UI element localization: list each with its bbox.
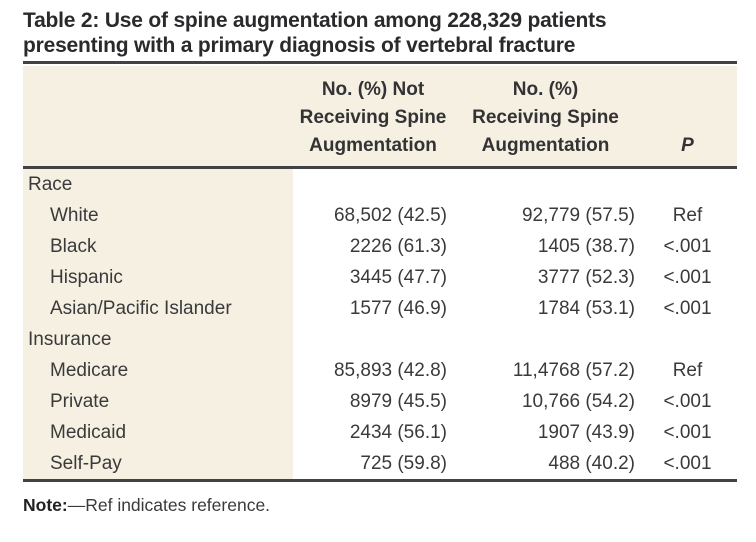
header-not-receiving: No. (%) Not Receiving Spine Augmentation <box>299 79 447 156</box>
table-body: Race White 68,502 (42.5) 92,779 (57.5) R… <box>23 169 737 482</box>
row-label: Private <box>23 386 293 417</box>
cell-receiving: 1405 (38.7) <box>537 235 635 257</box>
footnote-text: —Ref indicates reference. <box>67 495 271 515</box>
cell-not-receiving: 2434 (56.1) <box>349 421 447 443</box>
table-container: Table 2: Use of spine augmentation among… <box>23 0 737 516</box>
cell-receiving: 3777 (52.3) <box>537 266 635 288</box>
cell-p-value: <.001 <box>663 421 712 443</box>
table-row-asian-pacific-islander: Asian/Pacific Islander 1577 (46.9) 1784 … <box>23 293 737 324</box>
header-receiving: No. (%) Receiving Spine Augmentation <box>472 79 619 156</box>
row-label: Self-Pay <box>23 448 293 479</box>
table-row-private: Private 8979 (45.5) 10,766 (54.2) <.001 <box>23 386 737 417</box>
table-row-medicare: Medicare 85,893 (42.8) 11,4768 (57.2) Re… <box>23 355 737 386</box>
cell-p-value: Ref <box>672 204 703 226</box>
cell-p-value: Ref <box>672 359 703 381</box>
cell-p-value: <.001 <box>663 266 712 288</box>
row-label: Asian/Pacific Islander <box>23 293 293 324</box>
table-row-insurance: Insurance <box>23 324 737 355</box>
table-footnote: Note:—Ref indicates reference. <box>23 495 737 516</box>
cell-p-value: <.001 <box>663 452 712 474</box>
cell-not-receiving: 8979 (45.5) <box>349 390 447 412</box>
table-row-white: White 68,502 (42.5) 92,779 (57.5) Ref <box>23 200 737 231</box>
table-title: Table 2: Use of spine augmentation among… <box>23 9 607 57</box>
cell-not-receiving: 68,502 (42.5) <box>333 204 447 226</box>
table-row-race: Race <box>23 169 737 200</box>
cell-not-receiving: 725 (59.8) <box>360 452 447 474</box>
cell-p-value: <.001 <box>663 297 712 319</box>
cell-not-receiving: 1577 (46.9) <box>349 297 447 319</box>
cell-not-receiving: 85,893 (42.8) <box>333 359 447 381</box>
cell-p-value: <.001 <box>663 390 712 412</box>
title-divider <box>23 61 737 64</box>
cell-p-value: <.001 <box>663 235 712 257</box>
cell-receiving: 10,766 (54.2) <box>521 390 635 412</box>
row-label: White <box>23 200 293 231</box>
cell-not-receiving: 3445 (47.7) <box>349 266 447 288</box>
header-p-value: P <box>681 135 694 156</box>
cell-receiving: 488 (40.2) <box>548 452 635 474</box>
cell-receiving: 1784 (53.1) <box>537 297 635 319</box>
row-label: Black <box>23 231 293 262</box>
cell-not-receiving: 2226 (61.3) <box>349 235 447 257</box>
row-label: Hispanic <box>23 262 293 293</box>
cell-receiving: 11,4768 (57.2) <box>512 359 635 381</box>
table-row-self-pay: Self-Pay 725 (59.8) 488 (40.2) <.001 <box>23 448 737 479</box>
table-row-hispanic: Hispanic 3445 (47.7) 3777 (52.3) <.001 <box>23 262 737 293</box>
row-label: Medicare <box>23 355 293 386</box>
cell-receiving: 92,779 (57.5) <box>521 204 635 226</box>
footnote-label: Note: <box>23 495 68 515</box>
row-label: Race <box>23 169 293 200</box>
row-label: Insurance <box>23 324 293 355</box>
table-header-row: No. (%) Not Receiving Spine Augmentation… <box>23 66 737 169</box>
spacer <box>23 64 737 66</box>
table-row-medicaid: Medicaid 2434 (56.1) 1907 (43.9) <.001 <box>23 417 737 448</box>
table-row-black: Black 2226 (61.3) 1405 (38.7) <.001 <box>23 231 737 262</box>
row-label: Medicaid <box>23 417 293 448</box>
cell-receiving: 1907 (43.9) <box>537 421 635 443</box>
